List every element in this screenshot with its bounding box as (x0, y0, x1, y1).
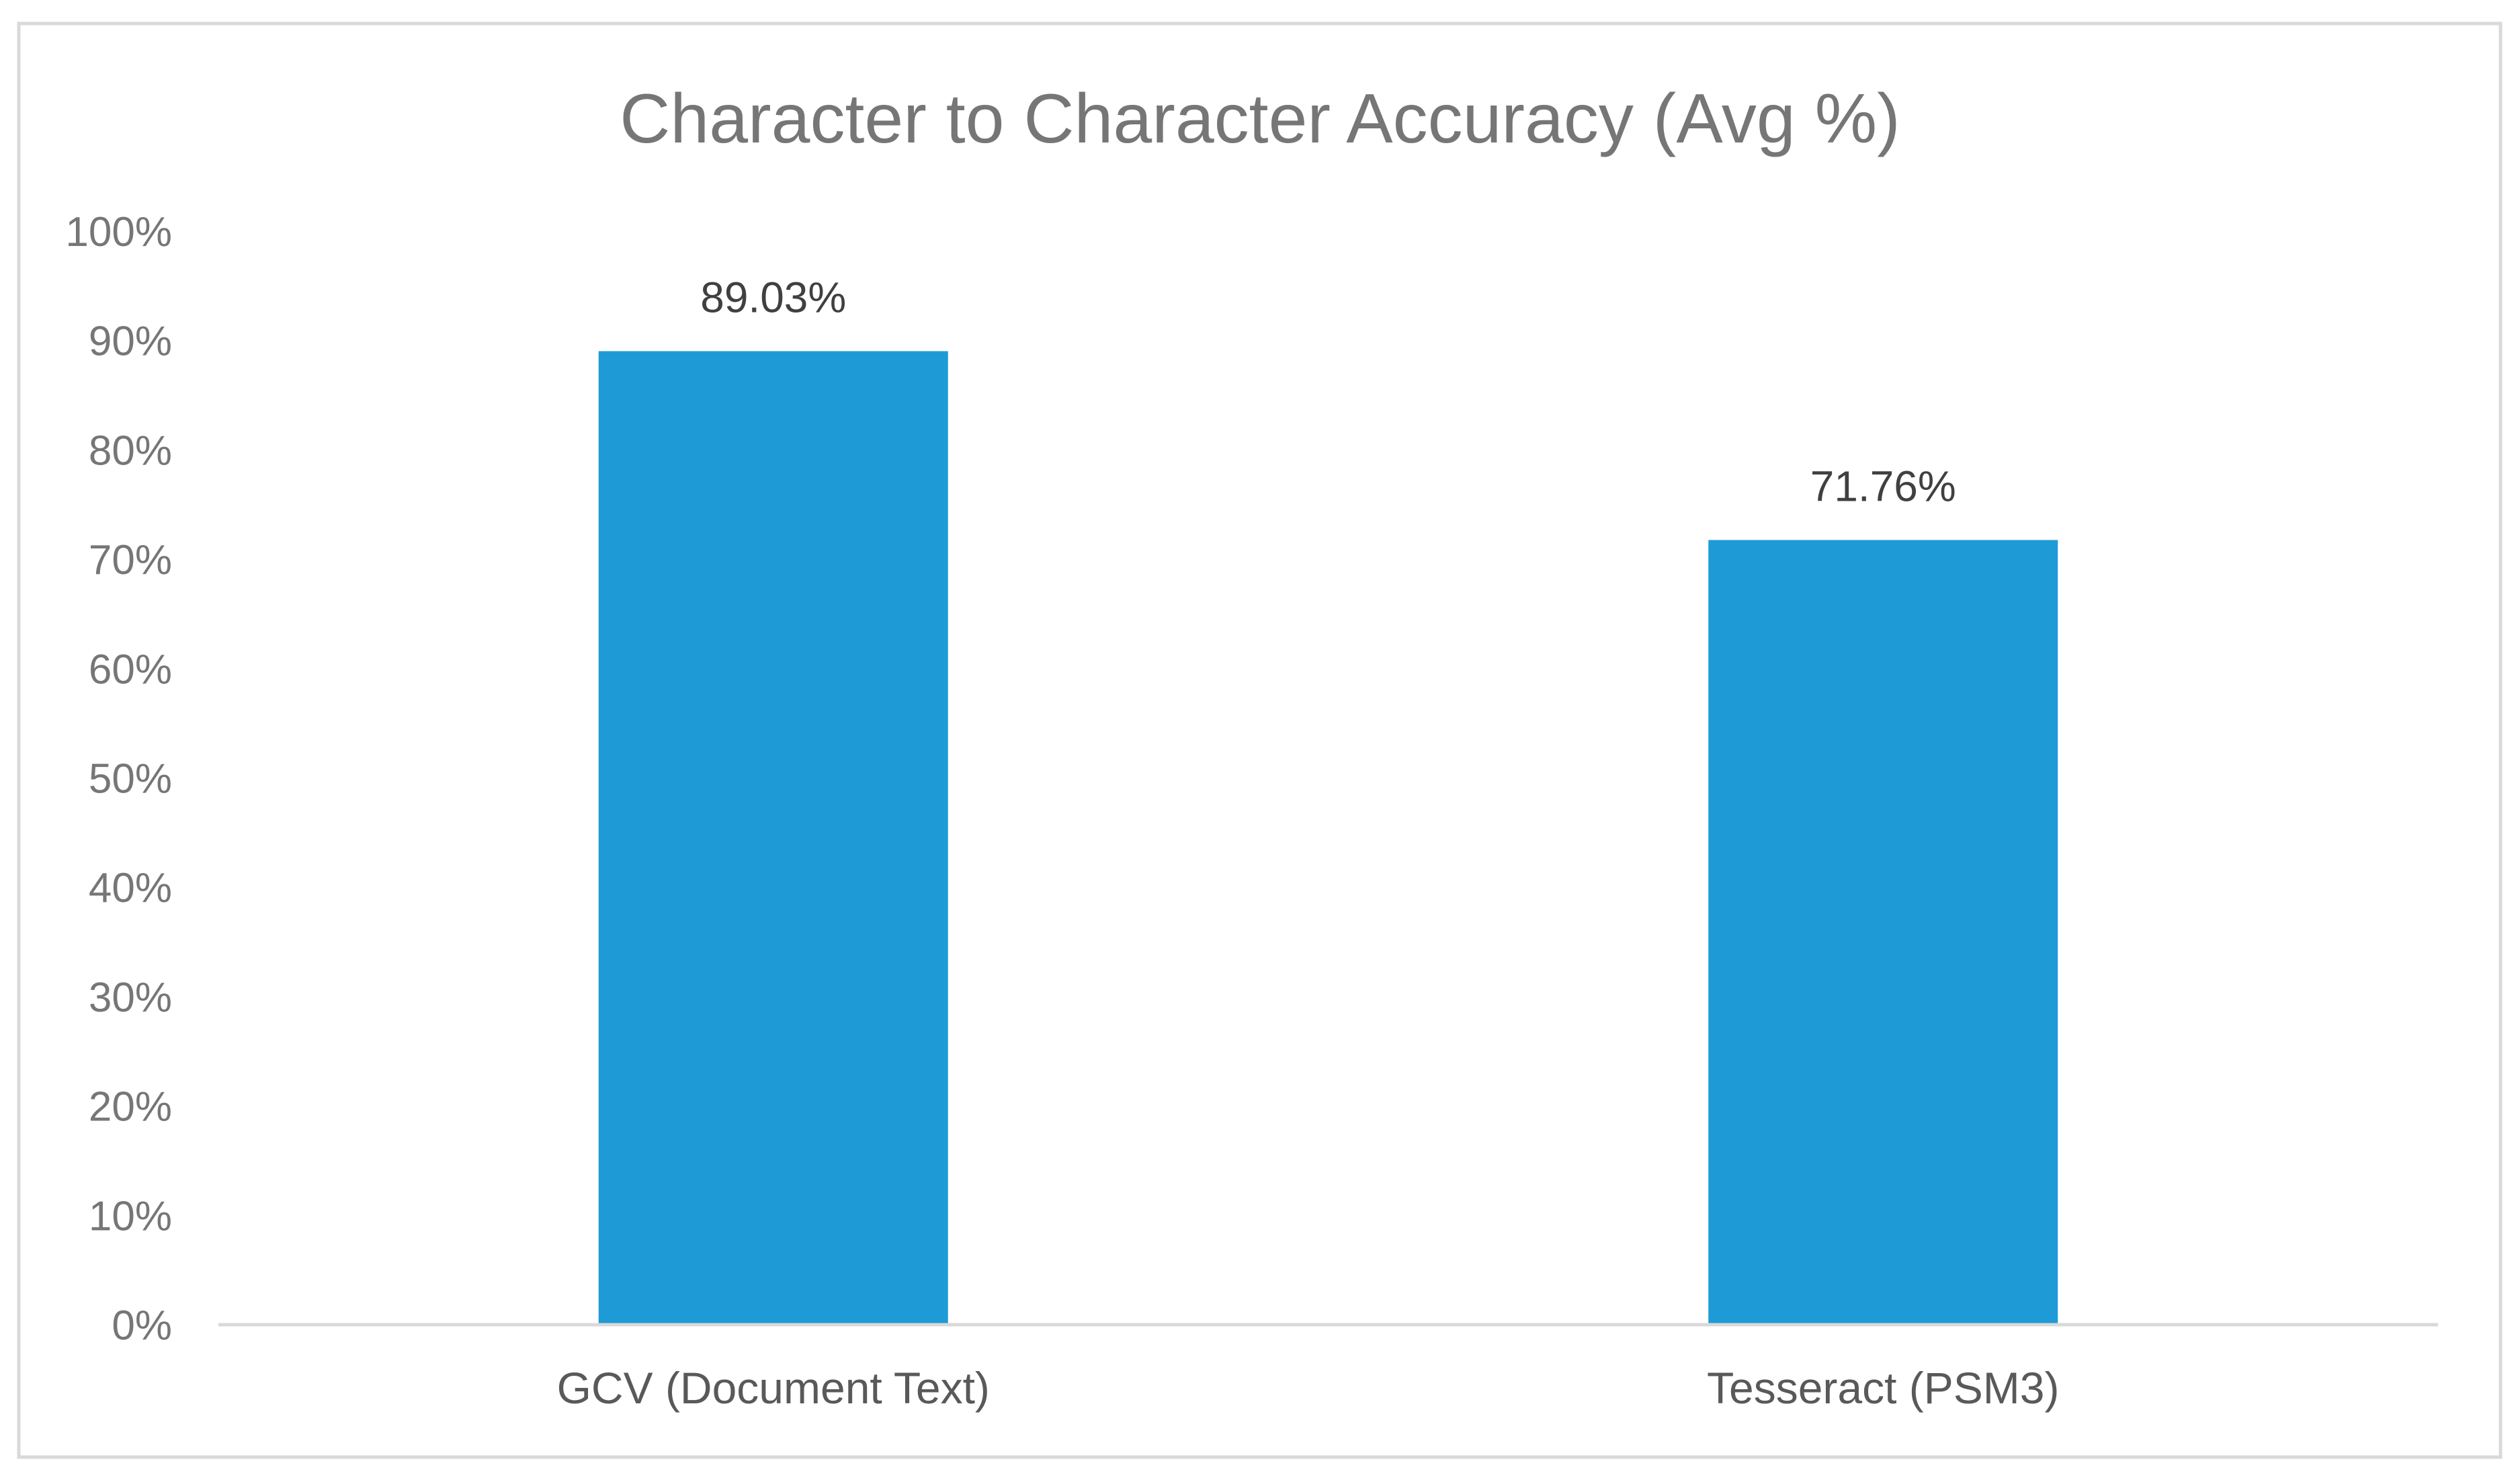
x-category-label: Tesseract (PSM3) (1707, 1363, 2059, 1413)
y-tick-label: 20% (89, 1084, 172, 1130)
y-tick-label: 60% (89, 647, 172, 693)
y-tick-label: 50% (89, 756, 172, 802)
y-tick-label: 30% (89, 975, 172, 1021)
chart-border (17, 22, 2503, 1459)
y-tick-label: 0% (112, 1303, 172, 1349)
category-labels: GCV (Document Text) Tesseract (PSM3) (557, 1363, 2060, 1413)
value-labels: 89.03% 71.76% (700, 273, 1956, 510)
y-tick-label: 90% (89, 319, 172, 365)
bar-value-label: 71.76% (1810, 462, 1956, 510)
y-tick-label: 40% (89, 865, 172, 911)
y-tick-label: 10% (89, 1193, 172, 1239)
y-axis-ticks: 0% 10% 20% 30% 40% 50% 60% 70% 80% 90% 100% (65, 209, 172, 1349)
x-category-label: GCV (Document Text) (557, 1363, 990, 1413)
y-tick-label: 100% (65, 209, 172, 255)
y-tick-label: 70% (89, 537, 172, 583)
bar (1708, 540, 2058, 1325)
bars (598, 351, 2058, 1325)
y-tick-label: 80% (89, 427, 172, 474)
chart-title: Character to Character Accuracy (Avg %) (620, 80, 1900, 158)
bar-value-label: 89.03% (700, 273, 846, 321)
bar (598, 351, 948, 1325)
